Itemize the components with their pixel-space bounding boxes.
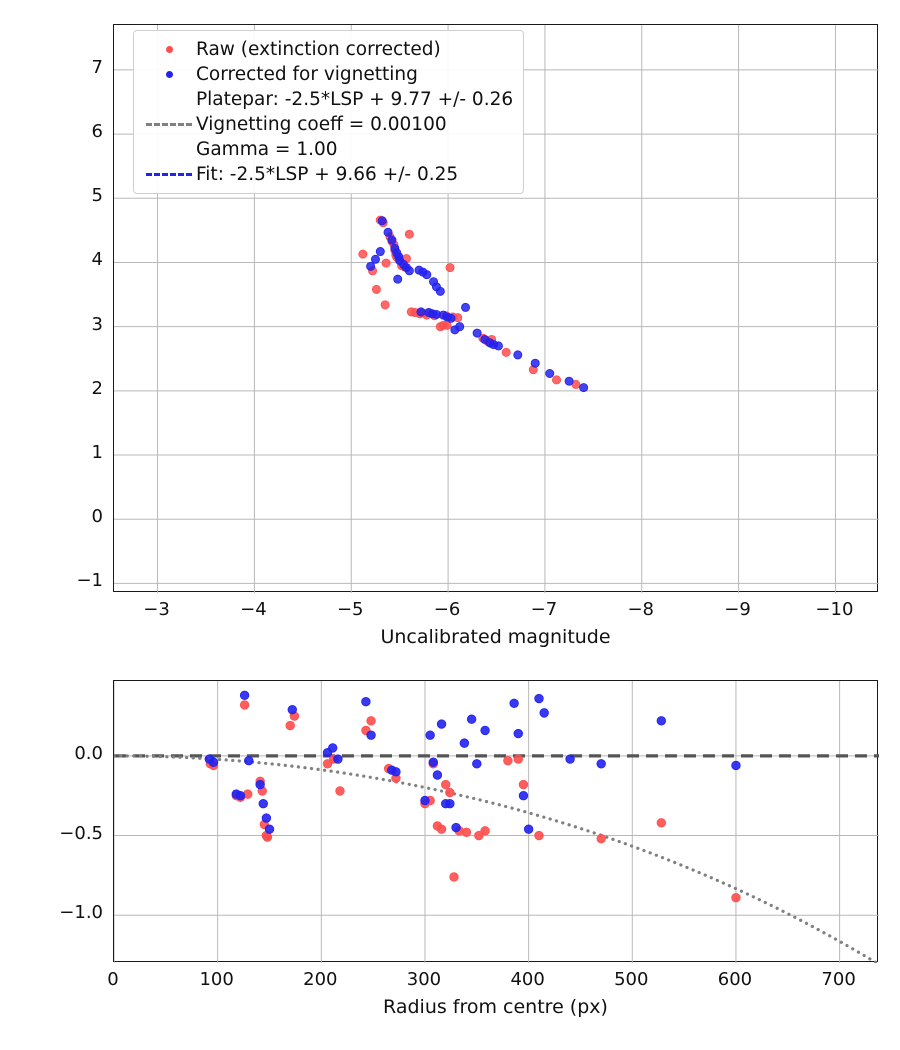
bottom-plot-xtick: 300 [406, 969, 442, 990]
legend-entry-raw: Raw (extinction corrected) [142, 37, 513, 62]
top-plot-ytick: 0 [91, 506, 103, 528]
bottom-plot-canvas [114, 681, 879, 963]
legend-label-platepar-line3: Gamma = 1.00 [196, 139, 338, 160]
legend-marker-raw-icon [142, 46, 196, 53]
top-plot-xtick: −6 [433, 599, 461, 620]
top-plot-xtick: −7 [530, 599, 558, 620]
legend-marker-corrected-icon [142, 71, 196, 78]
top-plot-xtick: −9 [724, 599, 751, 620]
legend-dash-fit-icon [142, 173, 196, 176]
legend-label-platepar-line1: Platepar: -2.5*LSP + 9.77 +/- 0.26 [196, 89, 514, 110]
bottom-plot-ytick: −1.0 [59, 902, 103, 924]
bottom-plot-ytick: −0.5 [59, 822, 103, 844]
legend-label-fit: Fit: -2.5*LSP + 9.66 +/- 0.25 [196, 164, 459, 185]
top-plot-legend: Raw (extinction corrected) Corrected for… [133, 30, 525, 194]
top-plot-canvas [114, 25, 879, 593]
top-plot-ytick: 3 [91, 313, 103, 335]
top-plot-ytick: 7 [91, 56, 103, 78]
bottom-plot-ytick: 0.0 [74, 742, 103, 764]
top-plot-xtick: −10 [815, 599, 854, 620]
top-plot-ytick: 6 [91, 121, 103, 143]
legend-label-platepar-line2: Vignetting coeff = 0.00100 [196, 114, 447, 135]
top-plot-ytick: 4 [91, 249, 103, 271]
top-plot-xtick: −8 [627, 599, 655, 620]
bottom-plot-x-axis-label: Radius from centre (px) [383, 996, 608, 1018]
bottom-plot-xtick: 600 [717, 969, 753, 990]
bottom-plot-xtick: 500 [614, 969, 649, 990]
top-plot-xtick: −5 [336, 599, 364, 620]
top-plot-ytick: 5 [91, 185, 103, 207]
bottom-plot-xtick: 100 [199, 969, 234, 990]
top-plot-x-axis-label: Uncalibrated magnitude [380, 626, 611, 648]
bottom-plot-xtick: 200 [303, 969, 338, 990]
top-plot-ytick: 2 [91, 377, 103, 399]
legend-entry-platepar: Platepar: -2.5*LSP + 9.77 +/- 0.26 Vigne… [142, 87, 513, 162]
bottom-plot-xtick: 400 [510, 969, 545, 990]
legend-label-corrected: Corrected for vignetting [196, 64, 418, 85]
legend-label-raw: Raw (extinction corrected) [196, 39, 441, 60]
top-plot-ytick: −1 [76, 570, 103, 592]
legend-entry-fit: Fit: -2.5*LSP + 9.66 +/- 0.25 [142, 162, 513, 187]
legend-dash-platepar-icon [142, 123, 196, 126]
top-plot-xtick: −3 [143, 599, 170, 620]
bottom-plot-axes [113, 680, 879, 963]
bottom-plot-xtick: 0 [107, 969, 119, 990]
legend-entry-corrected: Corrected for vignetting [142, 62, 513, 87]
top-plot-ytick: 1 [91, 442, 103, 463]
bottom-plot-xtick: 700 [821, 969, 856, 990]
top-plot-xtick: −4 [240, 599, 267, 620]
